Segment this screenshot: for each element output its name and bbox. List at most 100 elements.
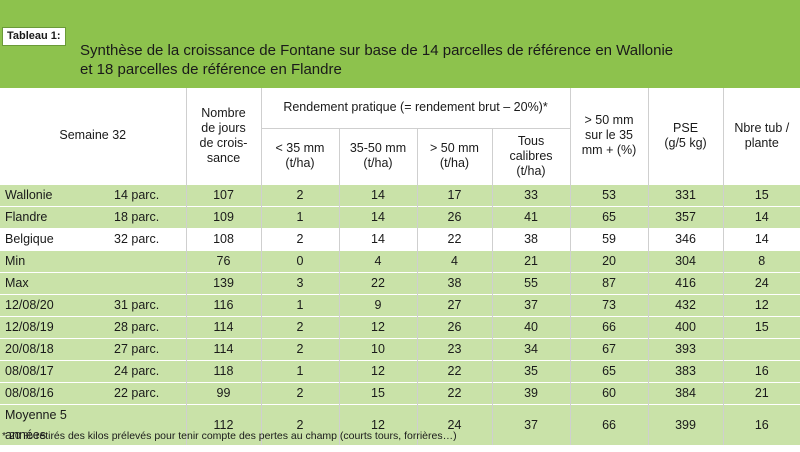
cell-gt50-pct: 59 [570,227,649,250]
cell-nbre-tub: 15 [723,183,800,206]
cell-gt50-pct: 60 [570,381,649,404]
row-label: 12/08/20 [0,293,108,316]
table-row: 08/08/16 22 parc. 99 2 15 22 39 60 384 21 [0,381,800,404]
cell-pse: 331 [648,183,724,206]
cell-lt35: 2 [261,337,340,360]
cell-gt50-pct: 53 [570,183,649,206]
header-gt50-line: mm + (%) [581,143,637,158]
header-nbre-line: plante [744,135,779,150]
row-parcelles: 18 parc. [108,205,187,228]
row-label: Belgique [0,227,108,250]
cell-lt35: 2 [261,403,340,445]
cell-tous-calibres: 38 [492,227,571,250]
cell-35-50: 10 [339,337,418,360]
cell-35-50: 14 [339,205,418,228]
row-parcelles: 27 parc. [108,337,187,360]
cell-pse: 304 [648,249,724,272]
header-tous-calibres: Tous calibres (t/ha) [492,127,571,184]
header-rendement-group: Rendement pratique (= rendement brut – 2… [261,88,571,128]
table-row: 12/08/20 31 parc. 116 1 9 27 37 73 432 12 [0,293,800,316]
row-parcelles: 31 parc. [108,293,187,316]
cell-nbre-tub: 15 [723,315,800,338]
cell-pse: 416 [648,271,724,294]
header-gt50-line: sur le 35 [585,128,633,143]
header-pse-line: (g/5 kg) [664,135,707,150]
row-parcelles [108,403,187,445]
cell-35-50: 4 [339,249,418,272]
row-label: Min [0,249,108,272]
table-tag: Tableau 1: [2,27,66,46]
cell-35-50: 12 [339,359,418,382]
cell-pse: 346 [648,227,724,250]
cell-gt50: 24 [417,403,493,445]
cell-35-50: 9 [339,293,418,316]
table-row: 12/08/19 28 parc. 114 2 12 26 40 66 400 15 [0,315,800,338]
cell-pse: 399 [648,403,724,445]
cell-tous-calibres: 35 [492,359,571,382]
title-line-2: et 18 parcelles de référence en Flandre [80,61,342,78]
row-parcelles: 32 parc. [108,227,187,250]
header-lt35: < 35 mm (t/ha) [261,127,340,184]
header-gt50: > 50 mm (t/ha) [417,127,493,184]
row-label: Flandre [0,205,108,228]
header-sub-line: Tous [517,133,545,148]
row-parcelles: 24 parc. [108,359,187,382]
header-sub-line: (t/ha) [516,163,546,178]
cell-gt50: 22 [417,227,493,250]
cell-gt50-pct: 66 [570,403,649,445]
cell-nbre-tub: 12 [723,293,800,316]
cell-tous-calibres: 37 [492,293,571,316]
cell-pse: 383 [648,359,724,382]
cell-nbre-tub: 16 [723,403,800,445]
cell-tous-calibres: 37 [492,403,571,445]
cell-tous-calibres: 39 [492,381,571,404]
header-sub-line: calibres [509,148,553,163]
row-parcelles [108,249,187,272]
cell-gt50-pct: 73 [570,293,649,316]
header-nbre-tub: Nbre tub / plante [723,88,800,184]
cell-nombre-jours: 108 [186,227,262,250]
cell-lt35: 2 [261,315,340,338]
table-row: Min 76 0 4 4 21 20 304 8 [0,249,800,272]
table-row: 08/08/17 24 parc. 118 1 12 22 35 65 383 16 [0,359,800,382]
cell-nbre-tub: 8 [723,249,800,272]
cell-pse: 393 [648,337,724,360]
header-pse: PSE (g/5 kg) [648,88,724,184]
cell-lt35: 2 [261,381,340,404]
table-row: Moyenne 5 années 112 2 12 24 37 66 399 16 [0,403,800,445]
header-sub-line: (t/ha) [285,156,315,170]
cell-tous-calibres: 40 [492,315,571,338]
cell-gt50-pct: 65 [570,359,649,382]
cell-pse: 400 [648,315,724,338]
title-band: Tableau 1: Synthèse de la croissance de … [0,0,800,88]
cell-gt50-pct: 20 [570,249,649,272]
header-gt50-line: > 50 mm [584,113,634,128]
cell-nombre-jours: 99 [186,381,262,404]
header-semaine: Semaine 32 [0,88,187,184]
cell-gt50: 17 [417,183,493,206]
header-nombre-jours-line: Nombre [201,105,246,120]
cell-nombre-jours: 114 [186,337,262,360]
cell-nbre-tub: 21 [723,381,800,404]
row-label: 20/08/18 [0,337,108,360]
table-row: Belgique 32 parc. 108 2 14 22 38 59 346 14 [0,227,800,250]
cell-35-50: 15 [339,381,418,404]
cell-nombre-jours: 109 [186,205,262,228]
cell-lt35: 0 [261,249,340,272]
table-title: Synthèse de la croissance de Fontane sur… [80,41,780,79]
cell-nbre-tub: 16 [723,359,800,382]
header-nbre-line: Nbre tub / [734,120,790,135]
cell-gt50: 23 [417,337,493,360]
cell-lt35: 2 [261,227,340,250]
cell-nombre-jours: 116 [186,293,262,316]
cell-tous-calibres: 34 [492,337,571,360]
header-nombre-jours-line: sance [206,150,241,165]
cell-nbre-tub: 14 [723,205,800,228]
table-row: Wallonie 14 parc. 107 2 14 17 33 53 331 15 [0,183,800,206]
cell-nombre-jours: 112 [186,403,262,445]
cell-35-50: 12 [339,315,418,338]
row-parcelles: 28 parc. [108,315,187,338]
cell-gt50-pct: 65 [570,205,649,228]
cell-nombre-jours: 107 [186,183,262,206]
header-gt50-pct: > 50 mm sur le 35 mm + (%) [570,88,649,184]
